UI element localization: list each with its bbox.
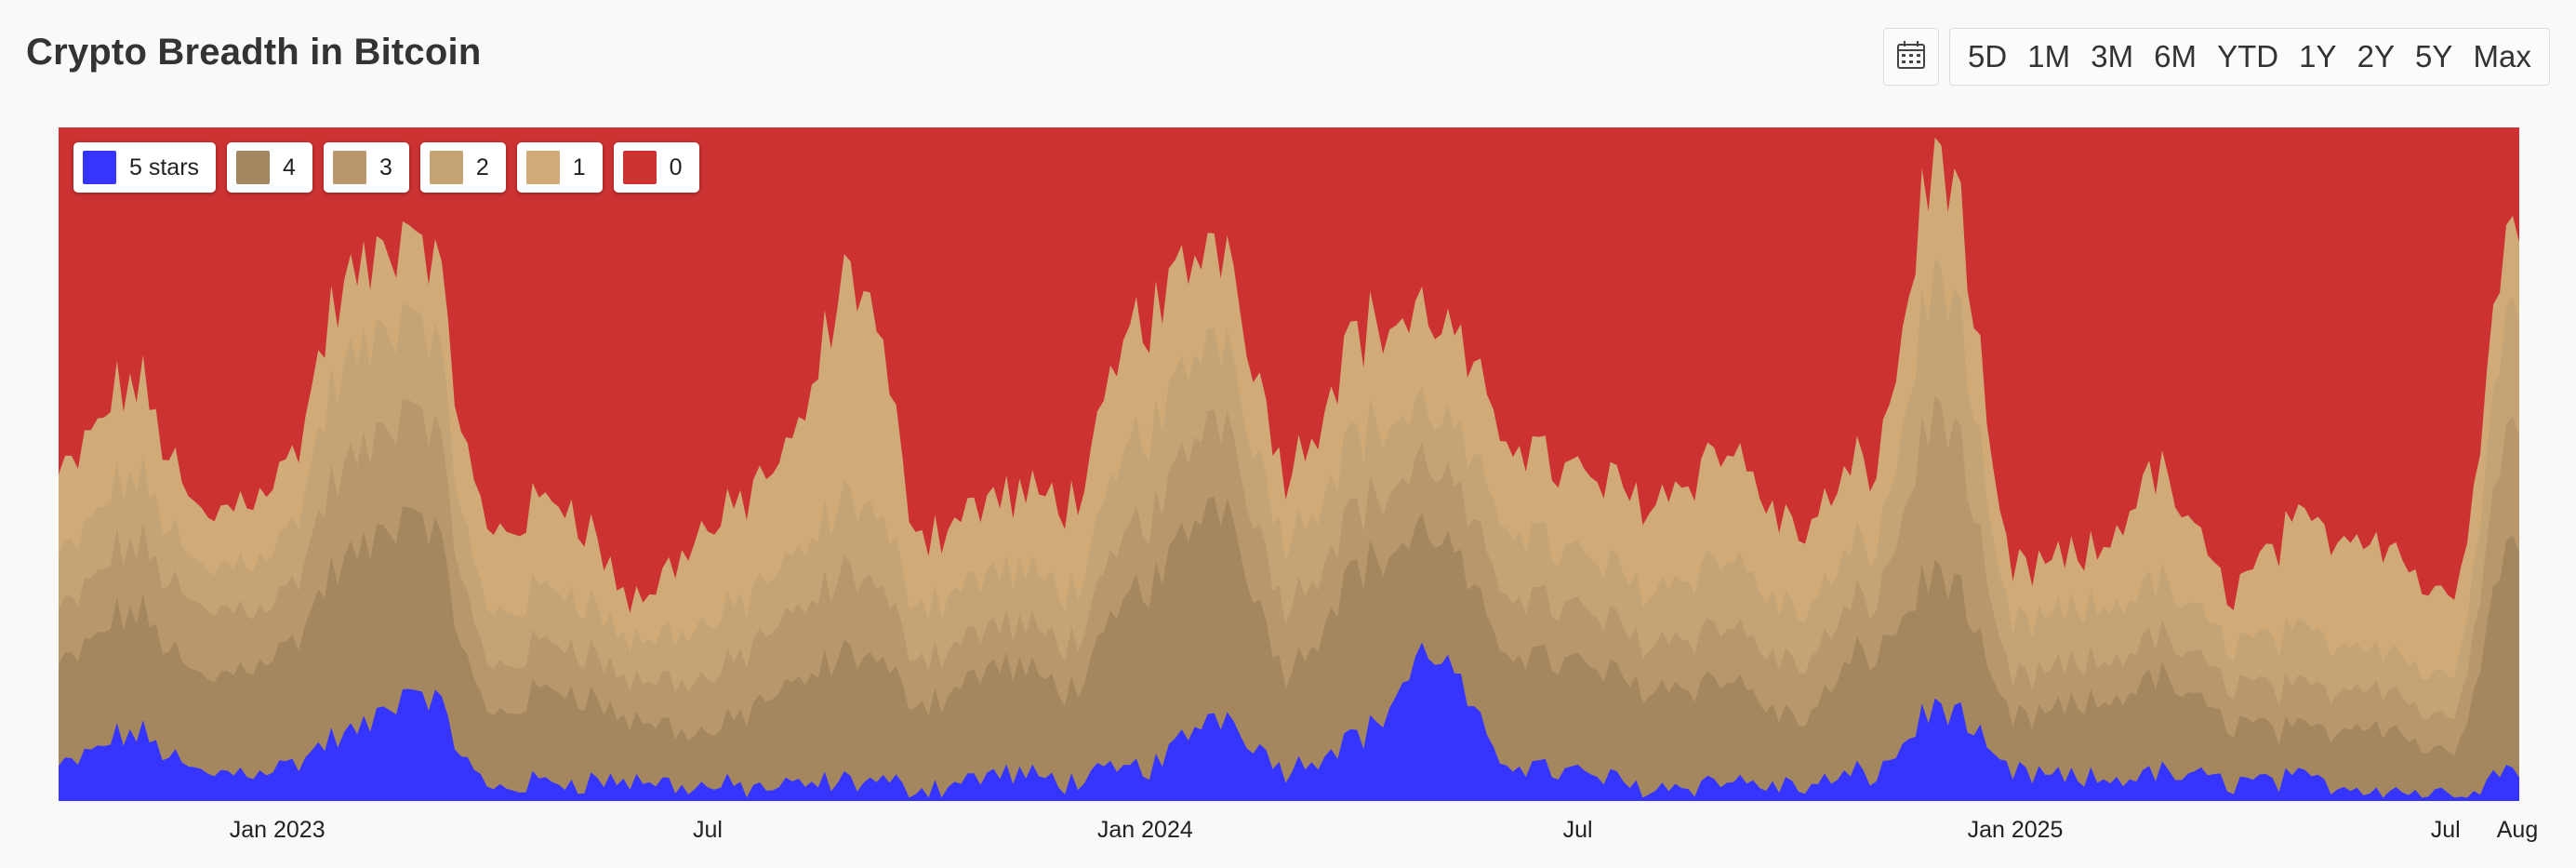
series-5-stars-area xyxy=(59,642,2519,801)
legend-label: 5 stars xyxy=(129,154,200,180)
legend-item-3[interactable]: 3 xyxy=(323,142,409,193)
breadth-chart: 5 stars 4 3 2 1 0 xyxy=(59,127,2519,801)
x-tick-label: Jan 2023 xyxy=(229,817,325,843)
legend-swatch xyxy=(236,151,271,184)
calendar-icon xyxy=(1895,39,1927,75)
chart-legend: 5 stars 4 3 2 1 0 xyxy=(73,142,699,193)
legend-item-5-stars[interactable]: 5 stars xyxy=(73,142,217,193)
range-1m-button[interactable]: 1M xyxy=(2027,39,2071,73)
range-2y-button[interactable]: 2Y xyxy=(2357,39,2395,73)
legend-label: 4 xyxy=(283,154,296,180)
legend-item-2[interactable]: 2 xyxy=(419,142,506,193)
chart-plot xyxy=(59,127,2519,801)
page-title: Crypto Breadth in Bitcoin xyxy=(26,32,482,73)
x-tick-label: Jul xyxy=(1562,817,1593,843)
series-4-area xyxy=(59,497,2519,801)
legend-label: 0 xyxy=(669,154,683,180)
x-tick-label: Jul xyxy=(692,817,723,843)
range-5y-button[interactable]: 5Y xyxy=(2415,39,2453,73)
calendar-button[interactable] xyxy=(1883,28,1939,86)
legend-label: 3 xyxy=(378,154,392,180)
legend-swatch xyxy=(525,151,560,184)
range-ytd-button[interactable]: YTD xyxy=(2217,39,2279,73)
range-5d-button[interactable]: 5D xyxy=(1968,39,2008,73)
range-1y-button[interactable]: 1Y xyxy=(2299,39,2337,73)
legend-label: 2 xyxy=(475,154,489,180)
legend-swatch xyxy=(429,151,463,184)
legend-label: 1 xyxy=(572,154,586,180)
legend-swatch xyxy=(83,151,116,184)
x-tick-label: Aug xyxy=(2496,817,2539,843)
legend-swatch xyxy=(332,151,366,184)
legend-item-1[interactable]: 1 xyxy=(516,142,603,193)
x-tick-label: Jan 2024 xyxy=(1096,817,1193,843)
legend-item-0[interactable]: 0 xyxy=(613,142,699,193)
x-axis: Jan 2023 Jul Jan 2024 Jul Jan 2025 Jul Aug xyxy=(59,817,2538,854)
range-6m-button[interactable]: 6M xyxy=(2154,39,2197,73)
x-tick-label: Jul xyxy=(2430,817,2461,843)
range-3m-button[interactable]: 3M xyxy=(2091,39,2134,73)
legend-item-4[interactable]: 4 xyxy=(227,142,312,193)
range-selector: 5D 1M 3M 6M YTD 1Y 2Y 5Y Max xyxy=(1949,28,2550,86)
x-tick-label: Jan 2025 xyxy=(1967,817,2064,843)
range-max-button[interactable]: Max xyxy=(2473,39,2531,73)
legend-swatch xyxy=(622,151,657,184)
